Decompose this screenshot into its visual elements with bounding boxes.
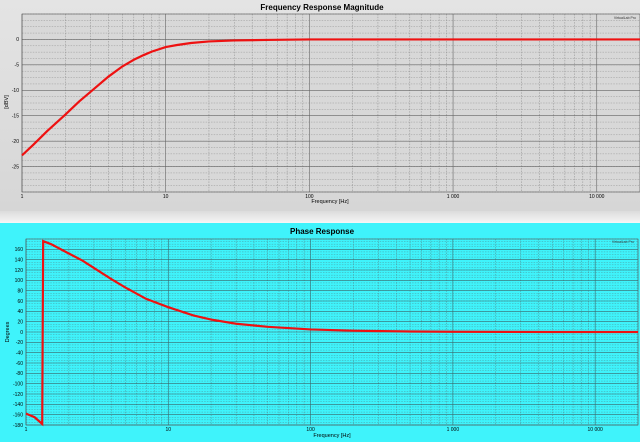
phase-x-label: Frequency [Hz]	[313, 433, 351, 439]
magnitude-x-tick-label: 10 000	[589, 194, 605, 200]
phase-badge: VirtualLab Pro	[612, 240, 634, 244]
magnitude-y-tick-label: -10	[12, 88, 19, 94]
magnitude-x-tick-label: 10	[163, 194, 169, 200]
phase-y-tick-label: -180	[13, 423, 23, 429]
phase-tick-labels: 1 10 100 1 000 10 000 160 140 120 100 80 60 40 20 0 -2…	[13, 247, 603, 433]
phase-panel: Phase Response 1 10 100 1 000 10 000 160 140 12…	[0, 223, 640, 442]
magnitude-x-tick-label: 1	[21, 194, 24, 200]
phase-y-tick-label: -140	[13, 402, 23, 408]
phase-y-tick-label: 160	[15, 247, 24, 253]
phase-series-line	[25, 239, 638, 427]
phase-chart: Phase Response 1 10 100 1 000 10 000 160 140 12…	[5, 227, 639, 439]
magnitude-y-tick-label: -25	[12, 164, 19, 170]
magnitude-x-tick-label: 1 000	[447, 194, 460, 200]
magnitude-panel: Frequency Response Magnitude 1 10 100 1 000…	[0, 0, 640, 211]
magnitude-y-tick-label: -20	[12, 139, 19, 145]
phase-y-tick-label: -40	[16, 350, 23, 356]
magnitude-y-tick-label: -15	[12, 114, 19, 120]
magnitude-tick-labels: 1 10 100 1 000 10 000 0 -5 -10 -15 -20 -25	[12, 37, 605, 200]
phase-y-tick-label: -60	[16, 361, 23, 367]
magnitude-plot-border	[21, 13, 640, 193]
magnitude-y-label: [dBV]	[4, 95, 10, 109]
magnitude-x-label: Frequency [Hz]	[311, 199, 349, 205]
phase-y-tick-label: 20	[17, 319, 23, 325]
panel-separator	[0, 211, 640, 223]
phase-y-tick-label: 40	[17, 309, 23, 315]
magnitude-y-tick-label: -5	[15, 63, 20, 69]
phase-y-tick-label: -20	[16, 340, 23, 346]
phase-y-tick-label: -120	[13, 392, 23, 398]
phase-y-tick-label: -160	[13, 412, 23, 418]
phase-y-tick-label: 60	[17, 299, 23, 305]
phase-y-tick-label: -80	[16, 371, 23, 377]
phase-x-tick-label: 10	[166, 427, 172, 433]
magnitude-title: Frequency Response Magnitude	[260, 3, 384, 12]
phase-title: Phase Response	[290, 227, 355, 236]
phase-y-tick-label: 100	[15, 278, 24, 284]
phase-x-tick-label: 1	[25, 427, 28, 433]
phase-y-label: Degrees	[5, 321, 11, 342]
magnitude-chart: Frequency Response Magnitude 1 10 100 1 000…	[4, 3, 640, 205]
phase-y-tick-label: -100	[13, 381, 23, 387]
magnitude-badge: VirtualLab Pro	[614, 16, 636, 20]
phase-y-tick-label: 120	[15, 268, 24, 274]
magnitude-x-tick-label: 100	[305, 194, 314, 200]
phase-x-tick-label: 100	[306, 427, 315, 433]
phase-y-tick-label: 140	[15, 257, 24, 263]
magnitude-grid	[21, 13, 640, 193]
magnitude-series-line	[21, 38, 640, 157]
phase-x-tick-label: 10 000	[588, 427, 604, 433]
phase-x-tick-label: 1 000	[447, 427, 460, 433]
phase-y-tick-label: 80	[17, 288, 23, 294]
magnitude-y-tick-label: 0	[16, 37, 19, 43]
phase-y-tick-label: 0	[20, 330, 23, 336]
